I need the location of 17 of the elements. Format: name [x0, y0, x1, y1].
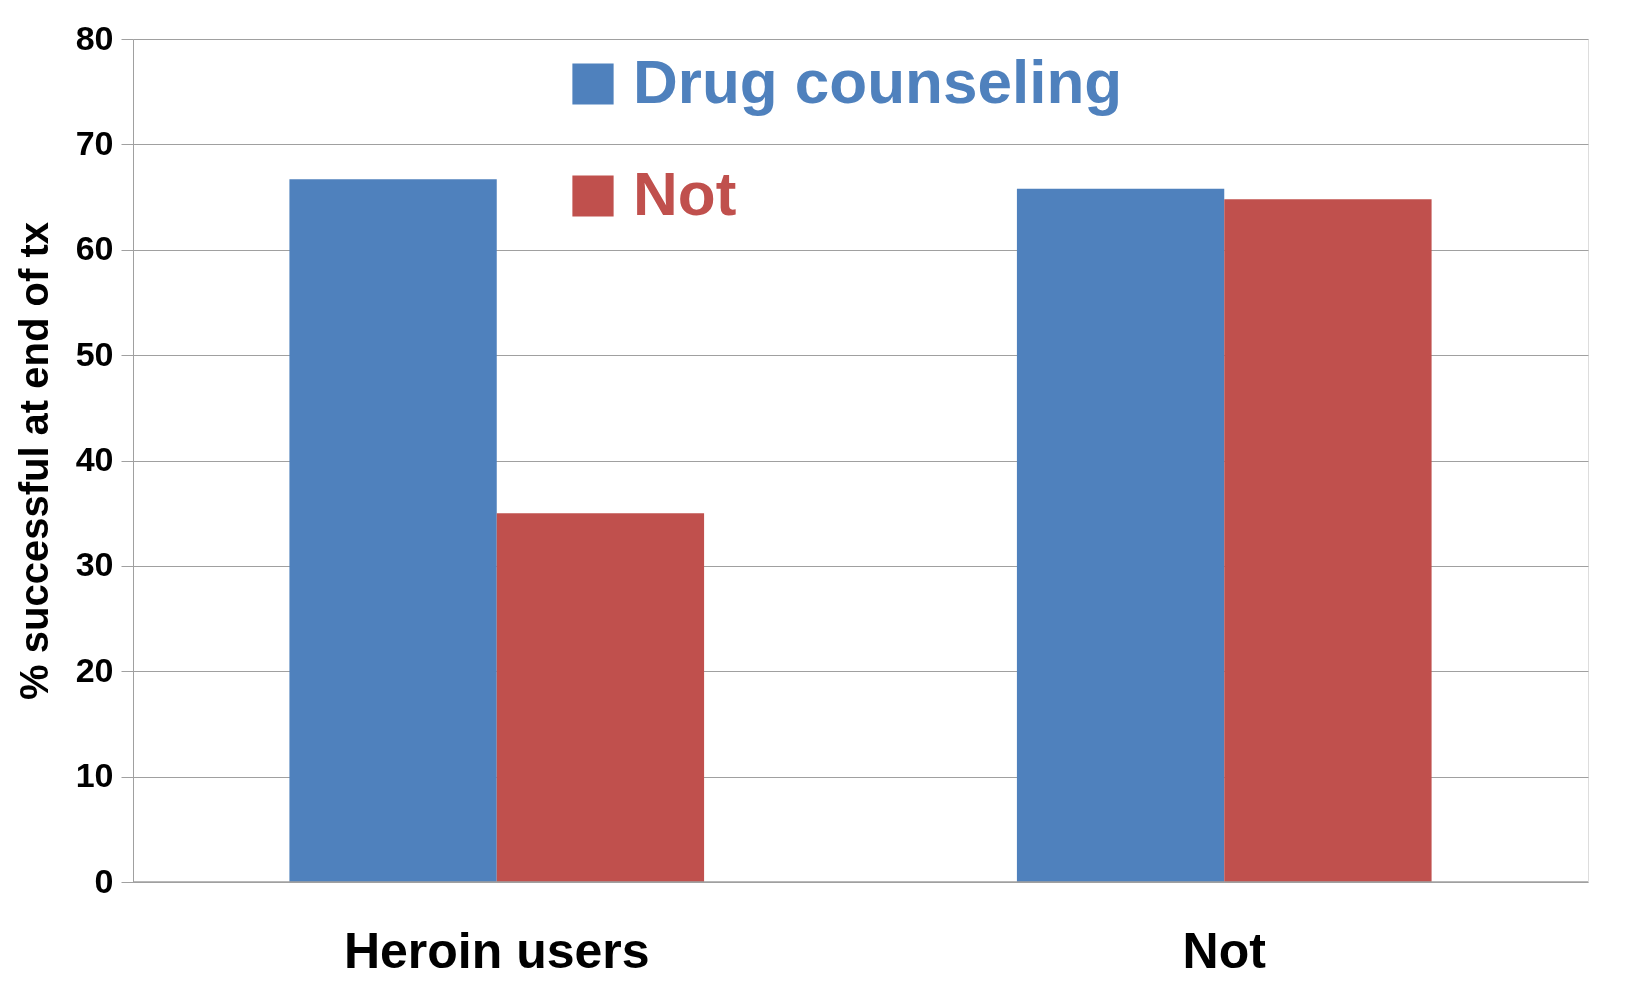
y-tick-label: 40: [75, 440, 114, 478]
legend-label: Drug counseling: [633, 47, 1123, 116]
legend-label: Not: [633, 159, 737, 228]
y-tick-label: 80: [75, 18, 114, 57]
y-tick-label: 10: [75, 756, 114, 795]
y-tick-label: 60: [75, 229, 114, 268]
bar: [496, 513, 705, 882]
y-tick-label: 70: [75, 123, 114, 162]
y-tick-label: 50: [75, 334, 114, 373]
bar: [1224, 199, 1432, 882]
bar: [289, 179, 497, 882]
y-tick-label: 0: [94, 861, 114, 900]
y-axis-title: % successful at end of tx: [11, 222, 56, 700]
x-tick-label: Heroin users: [343, 922, 650, 979]
y-tick-label: 20: [75, 650, 114, 689]
y-tick-label: 30: [75, 545, 114, 584]
bar: [1016, 188, 1225, 882]
